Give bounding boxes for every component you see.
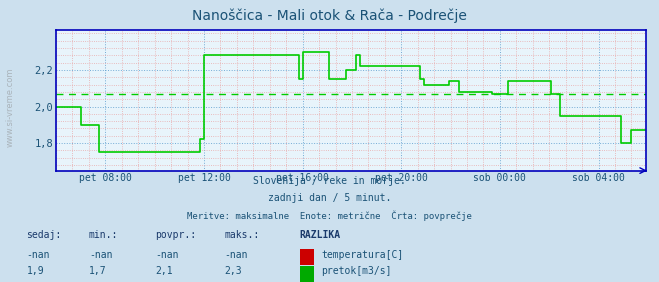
Text: temperatura[C]: temperatura[C] xyxy=(321,250,403,259)
Text: -nan: -nan xyxy=(89,250,113,259)
Text: povpr.:: povpr.: xyxy=(155,230,196,240)
Text: 1,7: 1,7 xyxy=(89,266,107,276)
Text: zadnji dan / 5 minut.: zadnji dan / 5 minut. xyxy=(268,193,391,203)
Text: 2,1: 2,1 xyxy=(155,266,173,276)
Text: -nan: -nan xyxy=(155,250,179,259)
Text: -nan: -nan xyxy=(224,250,248,259)
Text: Nanoščica - Mali otok & Rača - Podrečje: Nanoščica - Mali otok & Rača - Podrečje xyxy=(192,8,467,23)
Text: -nan: -nan xyxy=(26,250,50,259)
Text: Slovenija / reke in morje.: Slovenija / reke in morje. xyxy=(253,176,406,186)
Text: sedaj:: sedaj: xyxy=(26,230,61,240)
Text: 1,9: 1,9 xyxy=(26,266,44,276)
Text: Meritve: maksimalne  Enote: metrične  Črta: povprečje: Meritve: maksimalne Enote: metrične Črta… xyxy=(187,210,472,221)
Text: pretok[m3/s]: pretok[m3/s] xyxy=(321,266,391,276)
Text: 2,3: 2,3 xyxy=(224,266,242,276)
Text: RAZLIKA: RAZLIKA xyxy=(300,230,341,240)
Text: maks.:: maks.: xyxy=(224,230,259,240)
Text: min.:: min.: xyxy=(89,230,119,240)
Text: www.si-vreme.com: www.si-vreme.com xyxy=(5,67,14,147)
